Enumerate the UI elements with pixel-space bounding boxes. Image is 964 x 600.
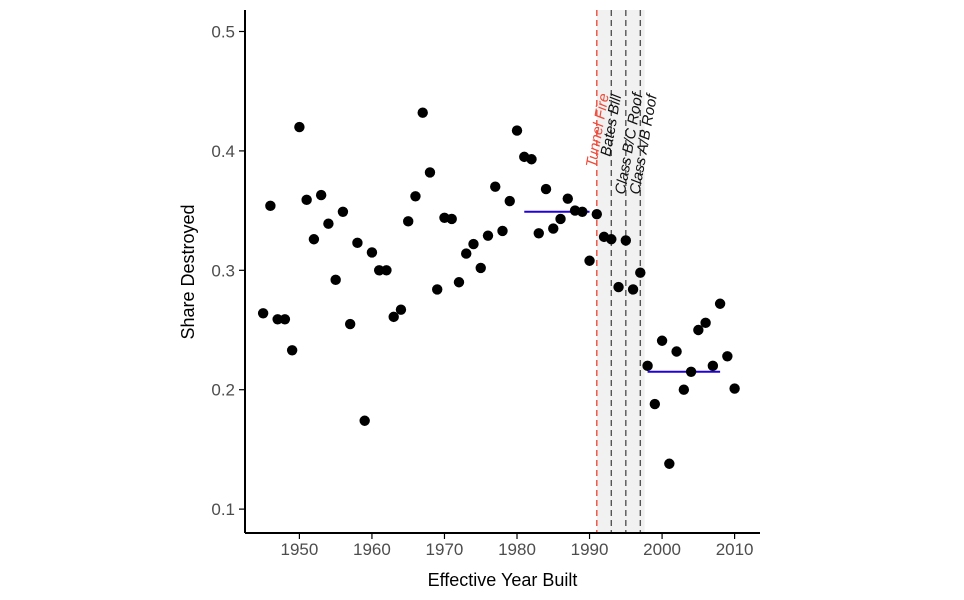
x-tick-label: 2000 <box>643 540 681 559</box>
data-point <box>279 314 291 325</box>
data-point <box>526 154 537 165</box>
data-point <box>656 335 668 346</box>
data-point <box>700 317 711 329</box>
data-point <box>294 121 305 133</box>
data-point <box>344 318 356 330</box>
data-point <box>627 284 639 295</box>
data-point <box>649 398 661 410</box>
data-point <box>591 208 602 220</box>
data-point <box>693 324 704 336</box>
data-point <box>664 458 675 469</box>
data-point <box>671 346 682 357</box>
y-tick-label: 0.2 <box>211 381 235 400</box>
data-point <box>366 247 378 258</box>
data-point <box>613 281 624 293</box>
data-point <box>410 191 421 202</box>
data-point <box>729 383 740 394</box>
data-point <box>722 351 733 362</box>
data-point <box>337 206 349 217</box>
y-tick-label: 0.4 <box>211 142 235 161</box>
data-point <box>714 298 726 309</box>
data-point <box>490 181 501 192</box>
x-tick-label: 1980 <box>498 540 536 559</box>
data-point <box>381 265 392 276</box>
x-axis-ticks: 1950 1960 1970 1980 1990 2000 2010 <box>280 533 754 559</box>
y-tick-label: 0.1 <box>211 500 235 519</box>
x-tick-label: 2010 <box>716 540 754 559</box>
data-point <box>286 345 298 356</box>
data-point <box>497 225 508 237</box>
x-tick-label: 1960 <box>353 540 391 559</box>
data-point <box>606 234 617 245</box>
data-point <box>403 216 414 227</box>
data-point <box>330 274 341 286</box>
data-point <box>301 194 312 206</box>
data-point <box>584 255 595 266</box>
data-point <box>446 213 457 225</box>
data-point <box>707 360 719 372</box>
data-point <box>359 415 370 426</box>
data-point <box>265 200 276 212</box>
data-point <box>424 167 436 178</box>
data-point <box>504 195 515 207</box>
data-point <box>620 235 632 246</box>
data-point <box>511 125 523 136</box>
data-point <box>642 360 653 372</box>
data-point <box>308 234 320 245</box>
y-tick-label: 0.3 <box>211 261 235 280</box>
axes <box>244 10 760 534</box>
y-axis-title: Share Destroyed <box>178 204 198 339</box>
data-point <box>432 284 443 295</box>
data-point <box>678 384 690 395</box>
data-point <box>685 366 697 378</box>
data-point <box>475 262 486 274</box>
data-point <box>257 308 269 319</box>
x-axis-title: Effective Year Built <box>428 570 578 590</box>
data-point <box>468 238 479 250</box>
data-point <box>315 189 327 201</box>
data-point <box>373 265 385 276</box>
x-tick-label: 1950 <box>280 540 318 559</box>
data-point <box>453 277 465 288</box>
y-tick-label: 0.5 <box>211 22 235 41</box>
data-point <box>533 228 544 239</box>
data-point <box>562 193 573 204</box>
data-point <box>417 107 428 118</box>
data-point <box>635 267 646 278</box>
y-axis-ticks: 0.1 0.2 0.3 0.4 0.5 <box>211 22 245 519</box>
data-point <box>548 223 559 234</box>
data-point <box>577 206 588 217</box>
data-point <box>461 248 472 259</box>
data-point <box>323 218 334 229</box>
x-tick-label: 1970 <box>426 540 464 559</box>
data-points <box>257 107 740 469</box>
data-point <box>555 213 566 225</box>
data-point <box>352 237 363 249</box>
x-tick-label: 1990 <box>571 540 609 559</box>
data-point <box>482 230 494 241</box>
data-point <box>540 183 552 195</box>
data-point <box>395 304 407 315</box>
data-point <box>388 311 399 323</box>
data-point <box>272 314 283 325</box>
